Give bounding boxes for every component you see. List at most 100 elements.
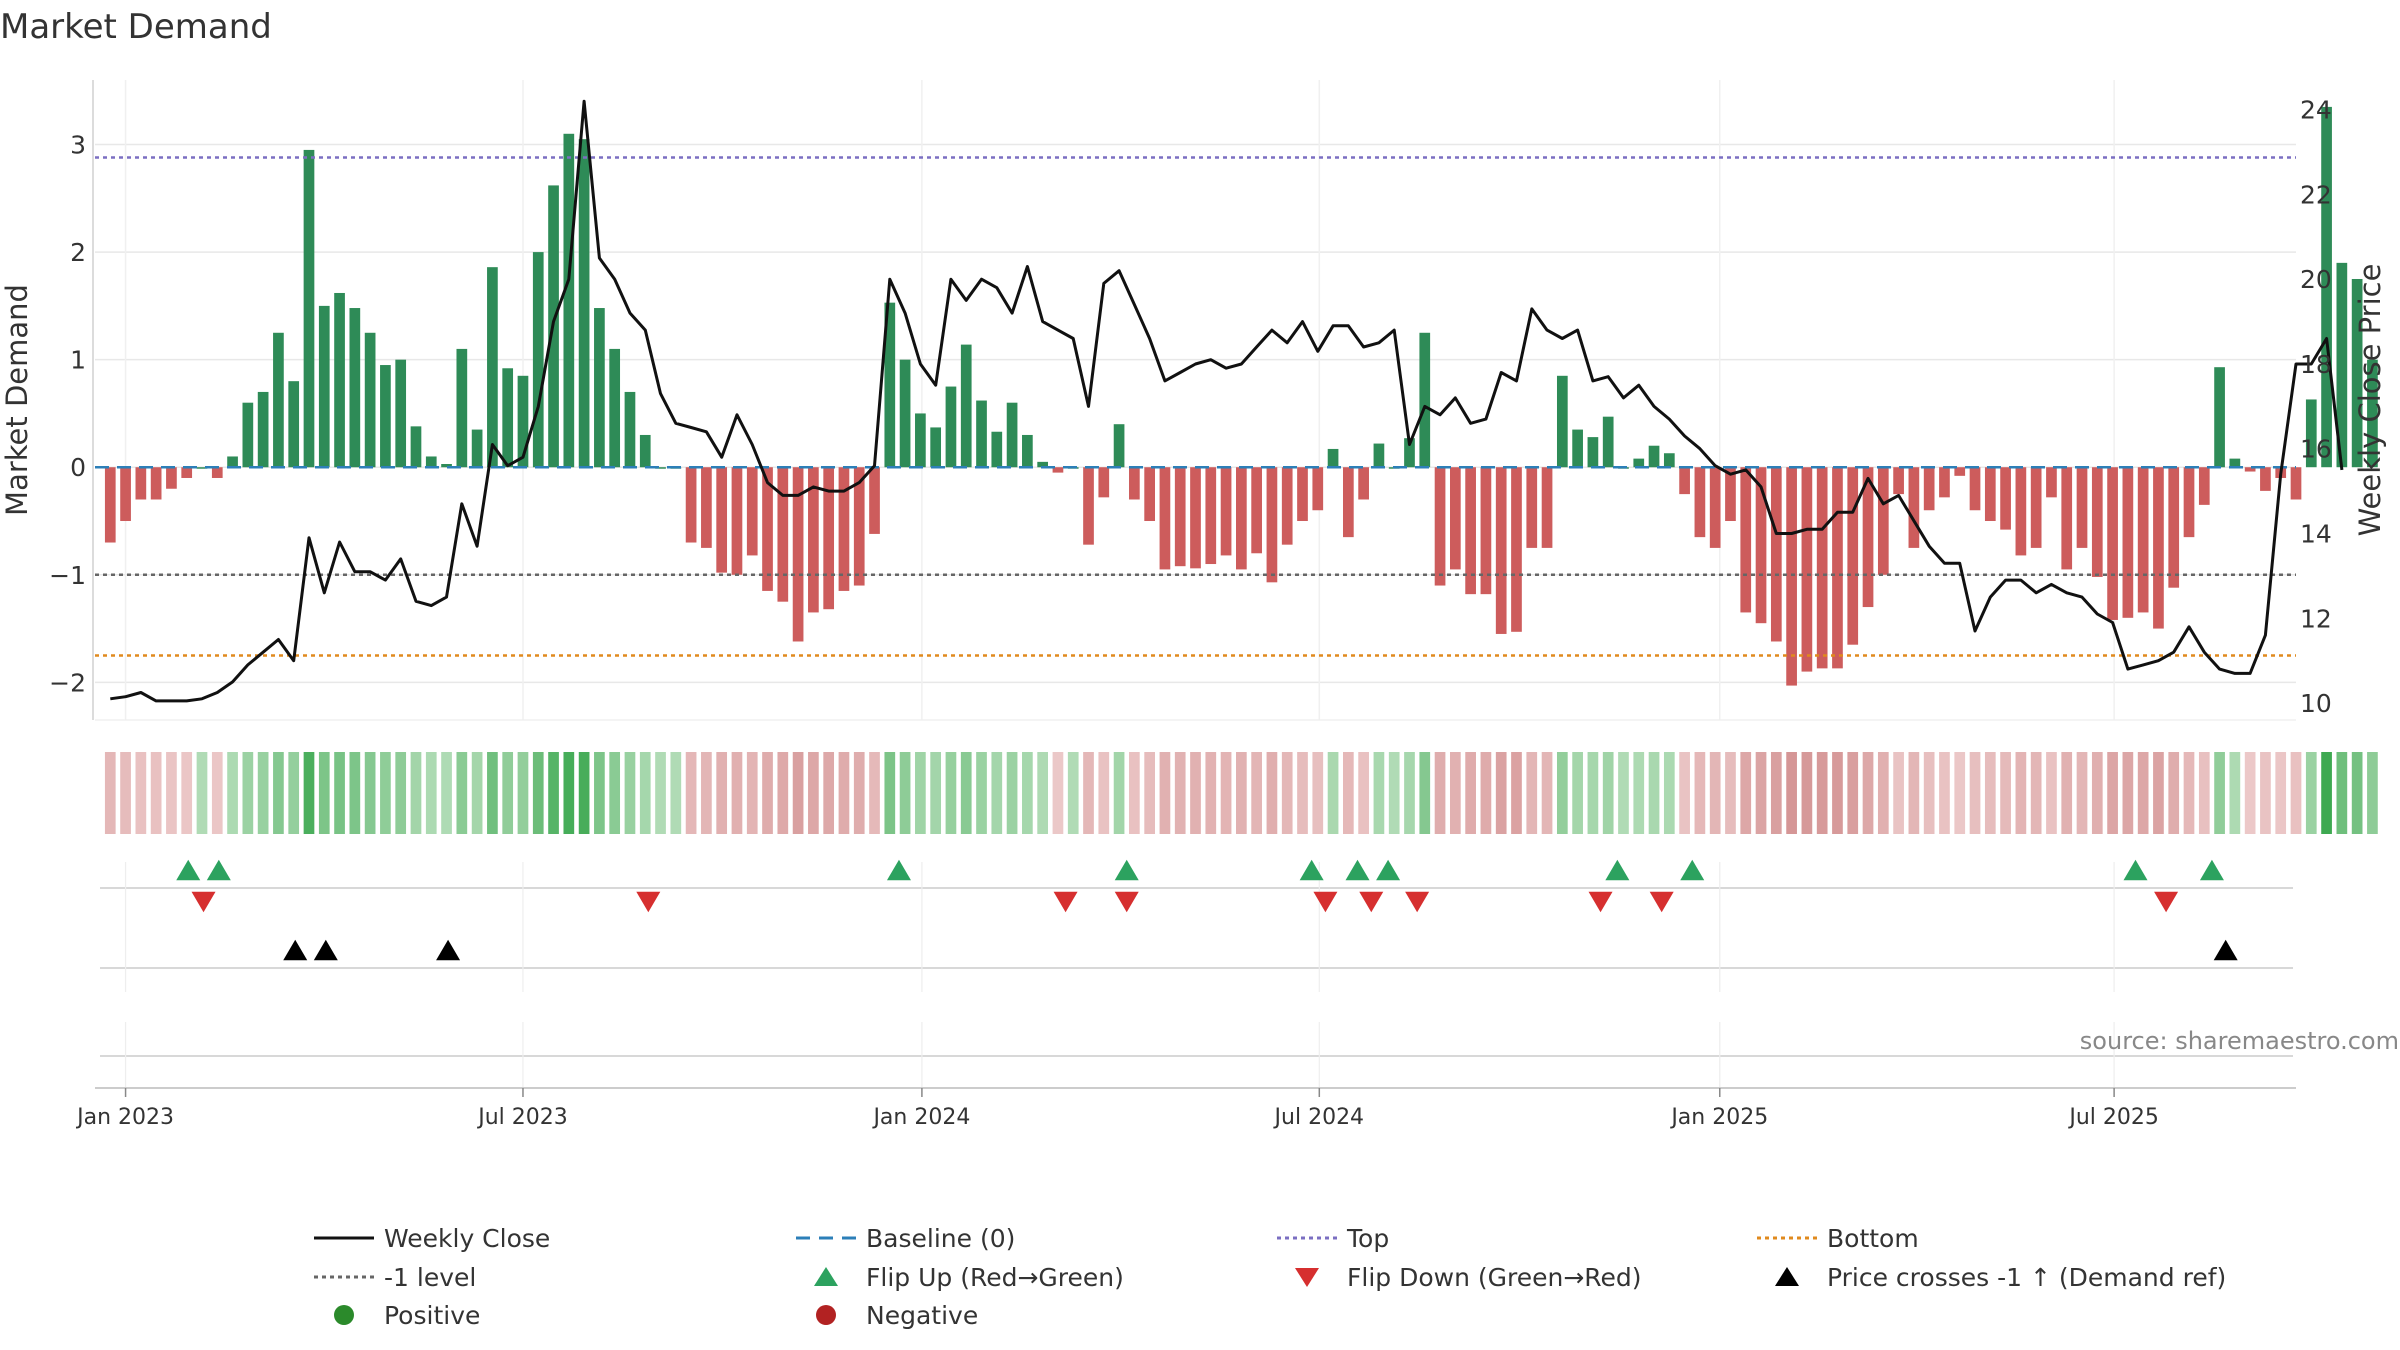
heat-strip-cell bbox=[1159, 752, 1171, 834]
demand-bar bbox=[578, 139, 590, 468]
flip-up-marker bbox=[1680, 859, 1705, 881]
heat-strip-cell bbox=[1694, 752, 1706, 834]
heat-strip-cell bbox=[762, 752, 773, 834]
demand-bar bbox=[701, 467, 712, 548]
heat-strip-cell bbox=[2367, 752, 2378, 834]
heat-strip-cell bbox=[318, 752, 330, 834]
heat-strip-cell bbox=[334, 752, 345, 834]
heat-strip-cell bbox=[1174, 752, 1186, 834]
price-cross-marker bbox=[313, 939, 338, 961]
legend-swatch-dot bbox=[816, 1305, 836, 1325]
legend-item: Negative bbox=[816, 1301, 978, 1330]
demand-bar bbox=[1877, 467, 1889, 575]
heat-strip-cell bbox=[2183, 752, 2195, 834]
heat-strip-cell bbox=[1816, 752, 1828, 834]
heat-strip-cell bbox=[1709, 752, 1721, 834]
heat-strip-cell bbox=[1663, 752, 1675, 834]
heat-strip-cell bbox=[1419, 752, 1431, 834]
flip-down-marker bbox=[2154, 891, 2179, 913]
demand-bar bbox=[1755, 467, 1767, 624]
demand-bar bbox=[104, 467, 116, 543]
demand-bar bbox=[563, 133, 575, 468]
demand-bar bbox=[1984, 467, 1996, 522]
legend-swatch-triangle-up bbox=[1775, 1267, 1799, 1286]
left-axis-title: Market Demand bbox=[0, 284, 34, 516]
chart-title: Market Demand bbox=[0, 7, 272, 47]
heat-strip-cell bbox=[1037, 752, 1049, 834]
heat-strip-cell bbox=[1342, 752, 1354, 834]
flip-down-marker bbox=[1313, 891, 1338, 913]
heat-strip-cell bbox=[1022, 752, 1033, 834]
heat-strip-cell bbox=[150, 752, 162, 834]
heat-strip-cell bbox=[1098, 752, 1110, 834]
heat-strip-cell bbox=[1786, 752, 1797, 834]
price-cross-marker bbox=[436, 939, 461, 961]
demand-bar bbox=[257, 391, 269, 468]
legend-swatch-triangle-up bbox=[814, 1267, 838, 1286]
heat-strip-cell bbox=[884, 752, 896, 834]
legend-label: Flip Up (Red→Green) bbox=[866, 1263, 1124, 1292]
heat-strip-cell bbox=[288, 752, 300, 834]
heat-strip-cell bbox=[1541, 752, 1553, 834]
legend-swatch-dot bbox=[334, 1305, 354, 1325]
demand-bar bbox=[1495, 467, 1507, 634]
demand-bar bbox=[1404, 438, 1415, 468]
right-axis-title: Weekly Close Price bbox=[2353, 264, 2387, 537]
demand-bar bbox=[624, 391, 636, 468]
demand-bar bbox=[1526, 467, 1538, 548]
flip-up-marker bbox=[1299, 859, 1324, 881]
right-tick-label: 24 bbox=[2300, 96, 2332, 125]
heat-strip-cell bbox=[1449, 752, 1461, 834]
demand-bar bbox=[1969, 467, 1981, 511]
demand-bar bbox=[1358, 467, 1369, 500]
demand-bar bbox=[777, 467, 789, 602]
demand-bar bbox=[1725, 467, 1736, 522]
legend-label: -1 level bbox=[384, 1263, 476, 1292]
demand-bar bbox=[1847, 467, 1859, 645]
heat-strip-cell bbox=[1633, 752, 1645, 834]
heat-strip-cell bbox=[1480, 752, 1492, 834]
heat-strip-cell bbox=[639, 752, 651, 834]
heat-strip-cell bbox=[838, 752, 850, 834]
flip-down-marker bbox=[636, 891, 661, 913]
demand-bar bbox=[2214, 367, 2225, 468]
demand-bar bbox=[1098, 467, 1110, 498]
flip-down-marker bbox=[1359, 891, 1384, 913]
legend-label: Negative bbox=[866, 1301, 978, 1330]
heat-strip-cell bbox=[166, 752, 177, 834]
demand-bar bbox=[2015, 467, 2027, 556]
left-tick-label: 3 bbox=[70, 131, 86, 160]
heat-strip-cell bbox=[425, 752, 437, 834]
heat-strip-cell bbox=[487, 752, 498, 834]
demand-bar bbox=[303, 149, 315, 468]
heat-strip-cell bbox=[1251, 752, 1262, 834]
heat-strip-cell bbox=[1954, 752, 1966, 834]
heat-strip-cell bbox=[1358, 752, 1369, 834]
x-axis: Jan 2023 Jul 2023 Jan 2024 Jul 2024 Jan 2025… bbox=[75, 1087, 2296, 1130]
price-line-layer bbox=[110, 99, 2344, 703]
heat-strip-cell bbox=[2321, 752, 2332, 834]
demand-bar bbox=[1786, 467, 1797, 686]
demand-bar bbox=[2351, 278, 2363, 468]
demand-bar bbox=[1572, 429, 1583, 468]
heat-strip-cell bbox=[303, 752, 315, 834]
legend-swatch-triangle-down bbox=[1295, 1268, 1319, 1287]
heat-strip-cell bbox=[869, 752, 880, 834]
heat-strip-cell bbox=[716, 752, 728, 834]
left-tick-label: 1 bbox=[70, 346, 86, 375]
heat-strip-cell bbox=[181, 752, 193, 834]
heat-strip-cell bbox=[1847, 752, 1859, 834]
flip-up-marker bbox=[2123, 859, 2148, 881]
demand-bar bbox=[2336, 262, 2348, 468]
heat-strip-cell bbox=[211, 752, 223, 834]
heat-strip-cell bbox=[578, 752, 590, 834]
heat-strip-cell bbox=[1281, 752, 1293, 834]
heat-strip-cell bbox=[1511, 752, 1522, 834]
legend-item: Positive bbox=[334, 1301, 480, 1330]
demand-bar bbox=[1694, 467, 1706, 538]
flip-up-marker bbox=[1376, 859, 1401, 881]
heat-strip-cell bbox=[685, 752, 697, 834]
heat-strip-cell bbox=[777, 752, 789, 834]
demand-bar bbox=[380, 365, 391, 468]
